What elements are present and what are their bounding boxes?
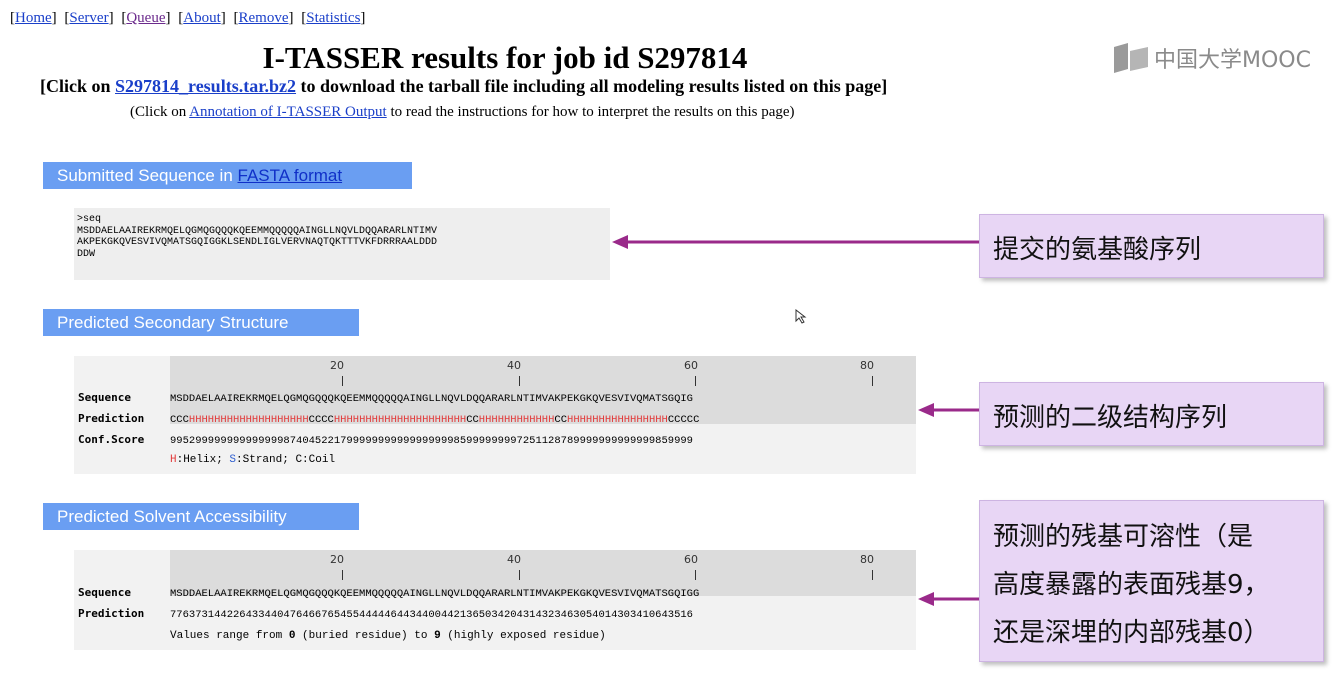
fasta-format-link[interactable]: FASTA format	[237, 166, 343, 185]
download-suffix: to download the tarball file including a…	[296, 76, 888, 96]
sequence-row: Sequence MSDDAELAAIREKRMQELQGMQGQQQKQEEMM…	[74, 586, 699, 600]
submitted-sequence-header: Submitted Sequence in FASTA format	[43, 162, 412, 189]
legend-strand-key: S	[229, 454, 237, 466]
range-max: 9	[434, 630, 441, 642]
callout-arrow-3	[918, 592, 980, 606]
download-line: [Click on S297814_results.tar.bz2 to dow…	[40, 76, 887, 97]
helix-segment: HHHHHHHHHHHHHHHHHHH	[188, 414, 309, 426]
solvent-accessibility-header: Predicted Solvent Accessibility	[43, 503, 359, 530]
secondary-ruler-area	[170, 356, 916, 424]
annotation-line: (Click on Annotation of I-TASSER Output …	[130, 104, 795, 121]
range-mid: (buried residue) to	[295, 630, 435, 642]
ruler-tick	[872, 570, 873, 580]
conf-score-label: Conf.Score	[78, 433, 145, 446]
position-label: 40	[507, 359, 521, 372]
ruler-tick	[519, 570, 520, 580]
callout-secondary-structure: 预测的二级结构序列	[979, 382, 1324, 446]
legend-helix-text: :Helix;	[176, 454, 230, 466]
conf-score-text: 9952999999999999998740452217999999999999…	[170, 435, 693, 447]
sequence-label: Sequence	[78, 391, 131, 404]
position-label: 20	[330, 359, 344, 372]
nav-home-link[interactable]: Home	[15, 10, 52, 26]
sequence-label: Sequence	[78, 586, 131, 599]
range-suffix: (highly exposed residue)	[440, 630, 606, 642]
legend-helix-key: H	[170, 454, 177, 466]
nav-queue-link[interactable]: Queue	[126, 10, 166, 26]
ruler-tick	[342, 570, 343, 580]
ruler-tick	[519, 376, 520, 386]
annotation-prefix: (Click on	[130, 104, 190, 120]
prediction-label: Prediction	[78, 412, 145, 425]
solvent-range-note: Values range from 0 (buried residue) to …	[170, 630, 606, 642]
nav-server-link[interactable]: Server	[69, 10, 109, 26]
sequence-row: Sequence MSDDAELAAIREKRMQELQGMQGQQQKQEEMM…	[74, 391, 693, 405]
coil-segment: CC	[554, 414, 568, 426]
fasta-line: DDW	[77, 248, 96, 260]
callout-line: 高度暴露的表面残基9，	[993, 570, 1270, 600]
nav-about-link[interactable]: About	[183, 10, 221, 26]
conf-score-row: Conf.Score 995299999999999999874045221799…	[74, 433, 693, 447]
prediction-row: Prediction CCCHHHHHHHHHHHHHHHHHHHCCCCHHHH…	[74, 412, 699, 426]
page-title: I-TASSER results for job id S297814	[262, 40, 748, 75]
helix-segment: HHHHHHHHHHHHHHHH	[567, 414, 668, 426]
fasta-sequence-box: >seq MSDDAELAAIREKRMQELQGMQGQQQKQEEMMQQQ…	[74, 208, 610, 280]
ss-legend: H:Helix; S:Strand; C:Coil	[170, 454, 335, 466]
submitted-header-label: Submitted Sequence in	[57, 166, 238, 185]
helix-segment: HHHHHHHHHHHHHHHHHHHHH	[333, 414, 467, 426]
callout-arrow-2	[918, 403, 980, 417]
sequence-text: MSDDAELAAIREKRMQELQGMQGQQQKQEEMMQQQQQAIN…	[170, 588, 700, 600]
legend-strand-text: :Strand; C:Coil	[236, 454, 336, 466]
coil-segment: CCCC	[308, 414, 334, 426]
ruler-tick	[342, 376, 343, 386]
position-label: 80	[860, 359, 874, 372]
nav-remove-link[interactable]: Remove	[238, 10, 289, 26]
secondary-structure-header: Predicted Secondary Structure	[43, 309, 359, 336]
callout-line: 预测的残基可溶性（是	[993, 522, 1254, 552]
mooc-logo-icon	[1114, 43, 1148, 73]
mooc-watermark: 中国大学MOOC	[1114, 42, 1311, 74]
position-label: 80	[860, 553, 874, 566]
position-label: 20	[330, 553, 344, 566]
range-min: 0	[288, 630, 296, 642]
range-prefix: Values range from	[170, 630, 289, 642]
position-label: 40	[507, 553, 521, 566]
secondary-structure-panel: 20 40 60 80 Sequence MSDDAELAAIREKRMQELQG…	[74, 356, 916, 474]
nav-statistics-link[interactable]: Statistics	[306, 10, 361, 26]
callout-solvent-accessibility: 预测的残基可溶性（是 高度暴露的表面残基9， 还是深埋的内部残基0）	[979, 500, 1324, 662]
solvent-accessibility-panel: 20 40 60 80 Sequence MSDDAELAAIREKRMQELQG…	[74, 550, 916, 650]
position-label: 60	[684, 553, 698, 566]
callout-submitted-sequence: 提交的氨基酸序列	[979, 214, 1324, 278]
sequence-text: MSDDAELAAIREKRMQELQGMQGQQQKQEEMMQQQQQAIN…	[170, 393, 693, 405]
coil-segment: CC	[466, 414, 479, 426]
coil-segment: CCCCC	[667, 414, 700, 426]
ruler-tick	[872, 376, 873, 386]
annotation-link[interactable]: Annotation of I-TASSER Output	[189, 104, 387, 120]
fasta-line: >seq	[77, 214, 102, 225]
solvent-prediction-text: 7763731442264334404764667654554444464434…	[170, 609, 693, 621]
callout-arrow-1	[612, 235, 980, 249]
prediction-row: Prediction 776373144226433440476466765455…	[74, 607, 693, 621]
fasta-line: MSDDAELAAIREKRMQELQGMQGQQQKQEEMMQQQQQAIN…	[77, 225, 438, 237]
helix-segment: HHHHHHHHHHHH	[478, 414, 555, 426]
download-prefix: [Click on	[40, 76, 116, 96]
coil-segment: CCC	[170, 414, 189, 426]
mouse-cursor-icon	[795, 309, 807, 324]
ss-prediction-text: CCCHHHHHHHHHHHHHHHHHHHCCCCHHHHHHHHHHHHHH…	[170, 414, 699, 426]
callout-line: 还是深埋的内部残基0）	[993, 618, 1270, 648]
prediction-label: Prediction	[78, 607, 145, 620]
ruler-tick	[695, 376, 696, 386]
ruler-tick	[695, 570, 696, 580]
top-nav: [Home] [Server] [Queue] [About] [Remove]…	[10, 10, 366, 26]
fasta-line: AKPEKGKQVESVIVQMATSGQIGGKLSENDLIGLVERVNA…	[77, 237, 438, 249]
watermark-text: 中国大学MOOC	[1154, 48, 1311, 73]
tarball-download-link[interactable]: S297814_results.tar.bz2	[115, 76, 297, 96]
solvent-ruler-area	[170, 550, 916, 596]
position-label: 60	[684, 359, 698, 372]
annotation-suffix: to read the instructions for how to inte…	[386, 104, 795, 120]
